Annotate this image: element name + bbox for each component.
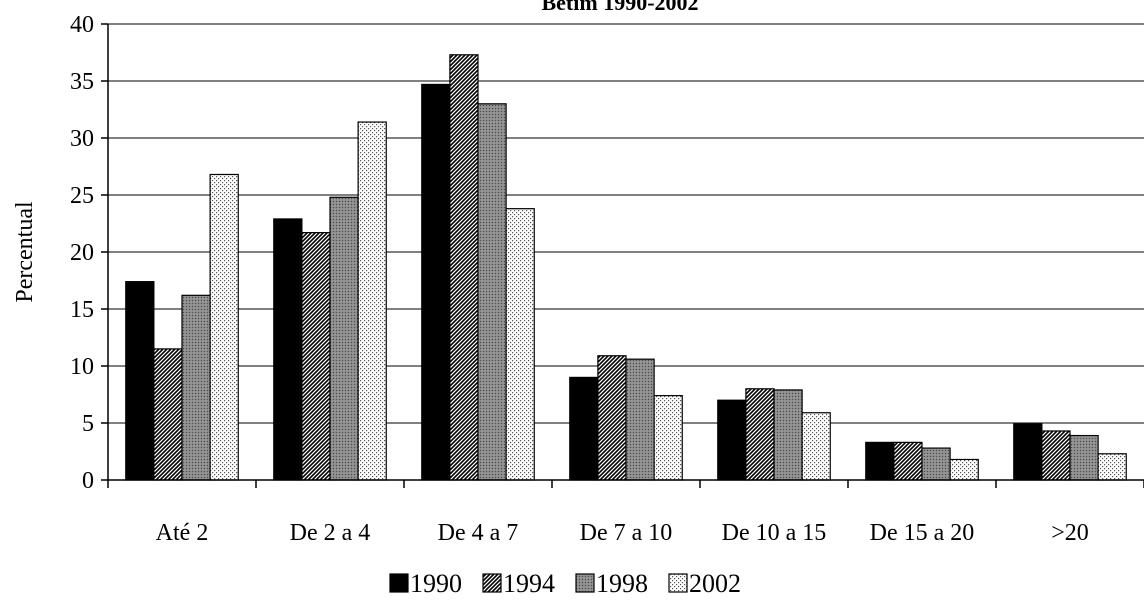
legend-swatch	[668, 573, 688, 593]
legend-item-1994: 1994	[482, 569, 555, 598]
bar-1994-1	[301, 232, 331, 481]
y-tick-label: 25	[70, 183, 94, 209]
axes	[101, 23, 1144, 488]
y-tick-labels: 0 5 10 15 20 25 30 35 40	[70, 12, 94, 494]
bar-1998-2	[477, 103, 507, 481]
bar-2002-3	[653, 395, 683, 481]
bar-1990-1	[273, 218, 303, 481]
y-tick-label: 10	[70, 354, 94, 380]
y-tick-label: 5	[82, 411, 94, 437]
bar-1998-1	[329, 196, 359, 481]
bar-1998-5	[921, 447, 951, 481]
bar-1998-3	[625, 358, 655, 481]
bar-2002-6	[1097, 453, 1127, 481]
bar-2002-1	[357, 121, 387, 481]
y-tick-label: 20	[70, 240, 94, 266]
x-category-label: De 7 a 10	[580, 520, 673, 546]
chart-title: Betim 1990-2002	[541, 0, 698, 15]
y-tick-label: 0	[82, 468, 94, 494]
bar-1994-2	[449, 54, 479, 481]
legend-item-1998: 1998	[575, 569, 648, 598]
bar-2002-0	[209, 173, 239, 481]
bar-2002-2	[505, 208, 535, 481]
y-tick-label: 35	[70, 69, 94, 95]
legend-item-2002: 2002	[668, 569, 741, 598]
x-category-label: Até 2	[156, 520, 209, 546]
bar-1994-3	[597, 355, 627, 481]
y-tick-label: 30	[70, 126, 94, 152]
legend-label: 2002	[689, 569, 741, 598]
bar-2002-4	[801, 412, 831, 481]
x-category-label: >20	[1051, 520, 1089, 546]
legend-label: 1994	[503, 569, 555, 598]
legend-swatch	[389, 573, 409, 593]
legend-swatch	[482, 573, 502, 593]
bar-1994-6	[1041, 430, 1071, 481]
y-tick-label: 15	[70, 297, 94, 323]
bar-1990-6	[1013, 423, 1043, 481]
legend: 1990 1994 1998 2002	[389, 569, 741, 598]
y-axis-title: Percentual	[12, 201, 38, 303]
legend-swatch	[575, 573, 595, 593]
legend-label: 1990	[410, 569, 462, 598]
bar-1998-0	[181, 294, 211, 481]
bar-1994-5	[893, 441, 923, 481]
x-category-label: De 4 a 7	[438, 520, 519, 546]
y-tick-label: 40	[70, 12, 94, 38]
bars	[125, 54, 1127, 481]
x-category-label: De 10 a 15	[722, 520, 827, 546]
bar-1990-0	[125, 281, 155, 481]
x-category-label: De 15 a 20	[870, 520, 975, 546]
legend-label: 1998	[596, 569, 648, 598]
bar-1994-0	[153, 348, 183, 481]
bar-1990-2	[421, 83, 451, 481]
bar-1998-6	[1069, 434, 1099, 481]
bar-1990-4	[717, 399, 747, 481]
bar-2002-5	[949, 458, 979, 481]
bar-1990-3	[569, 376, 599, 481]
bar-1994-4	[745, 388, 775, 481]
x-category-labels: Até 2 De 2 a 4 De 4 a 7 De 7 a 10 De 10 a 15…	[156, 520, 1089, 546]
legend-item-1990: 1990	[389, 569, 462, 598]
bar-1990-5	[865, 441, 895, 481]
x-category-label: De 2 a 4	[290, 520, 371, 546]
bar-1998-4	[773, 389, 803, 481]
